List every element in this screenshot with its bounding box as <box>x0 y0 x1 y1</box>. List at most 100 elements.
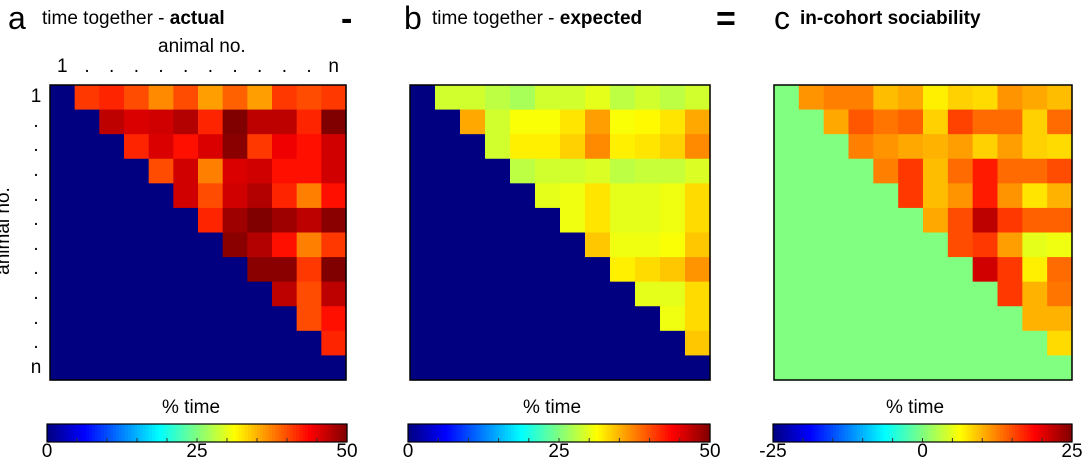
heatmap-cell <box>222 257 248 283</box>
heatmap-cell <box>560 207 586 234</box>
heatmap-cell <box>997 232 1023 258</box>
heatmap-cell <box>510 134 536 160</box>
colorbar-segment <box>128 424 132 442</box>
heatmap-cell <box>947 330 974 357</box>
heatmap-cell <box>99 306 125 332</box>
heatmap-cell <box>148 306 174 332</box>
colorbar-segment <box>910 424 915 442</box>
colorbar-segment <box>931 424 936 442</box>
heatmap-cell <box>50 257 76 283</box>
heatmap-cell <box>435 306 461 332</box>
colorbar-segment <box>438 424 442 442</box>
heatmap-cell <box>535 158 561 184</box>
colorbar-segment <box>886 424 891 442</box>
colorbar-label-c: % time <box>886 397 945 418</box>
colorbar-segment <box>1045 424 1049 442</box>
colorbar-segment <box>799 424 804 442</box>
colorbar-segment <box>326 424 330 442</box>
title-prefix: time together - <box>42 8 170 29</box>
colorbar-segment <box>305 424 309 442</box>
colorbar-segment <box>47 424 51 442</box>
heatmap-cell <box>560 232 586 258</box>
panel-letter-b: b <box>404 0 422 36</box>
heatmap-cell <box>198 306 224 332</box>
heatmap-cell <box>173 109 199 135</box>
heatmap-cell <box>535 134 561 160</box>
heatmap-cell <box>99 281 125 307</box>
colorbar-segment <box>191 424 195 442</box>
colorbar-segment <box>1003 424 1007 442</box>
heatmap-cell <box>823 281 850 307</box>
heatmap-cell <box>873 85 899 111</box>
colorbar-segment <box>1069 424 1073 442</box>
heatmap-cell <box>774 207 800 234</box>
heatmap-cell <box>610 355 636 381</box>
heatmap-cell <box>774 306 800 332</box>
heatmap-cell <box>173 306 199 332</box>
colorbar-segment <box>913 424 918 442</box>
heatmap-cell <box>460 85 486 111</box>
heatmap-cell <box>485 207 511 234</box>
colorbar-segment <box>814 424 819 442</box>
colorbar-segment <box>266 424 270 442</box>
heatmap-cell <box>823 85 850 111</box>
colorbar-segment <box>1066 424 1070 442</box>
colorbar-segment <box>652 424 657 442</box>
colorbar-segment <box>71 424 75 442</box>
heatmap-cell <box>198 281 224 307</box>
heatmap-cell <box>99 330 125 357</box>
colorbar-segment <box>595 424 599 442</box>
colorbar-segment <box>489 424 494 442</box>
heatmap-cell <box>635 281 661 307</box>
heatmap-cell <box>148 183 174 209</box>
heatmap-cell <box>198 355 224 381</box>
colorbar-segment <box>59 424 63 442</box>
colorbar-segment <box>841 424 846 442</box>
heatmap-cell <box>124 232 150 258</box>
colorbar-segment <box>540 424 545 442</box>
heatmap-cell <box>848 85 874 111</box>
heatmap-cell <box>410 257 436 283</box>
colorbar-segment <box>329 424 333 442</box>
heatmap-cell <box>635 330 661 357</box>
heatmap-cell <box>635 355 661 381</box>
heatmap-cell <box>823 109 850 135</box>
heatmap-cell <box>997 355 1023 381</box>
title-prefix: time together - <box>432 8 560 29</box>
heatmap-cell <box>485 281 511 307</box>
heatmap-cell <box>272 306 298 332</box>
heatmap-cell <box>272 183 298 209</box>
x-tick-label: . <box>257 56 263 77</box>
heatmap-cell <box>435 330 461 357</box>
heatmap-cell <box>99 85 125 111</box>
colorbar-segment <box>311 424 315 442</box>
heatmap-cell <box>635 158 661 184</box>
heatmap-cell <box>848 134 874 160</box>
heatmap-cell <box>460 183 486 209</box>
heatmap-cell <box>774 134 800 160</box>
colorbar-segment <box>95 424 99 442</box>
heatmap-cell <box>560 158 586 184</box>
heatmap-cell <box>685 257 711 283</box>
x-tick-label: . <box>133 56 139 77</box>
heatmap-cell <box>510 306 536 332</box>
heatmap-cell <box>435 232 461 258</box>
heatmap-cell <box>972 158 999 184</box>
heatmap-cell <box>635 183 661 209</box>
heatmap-cell <box>198 85 224 111</box>
colorbar-segment <box>862 424 867 442</box>
heatmap-cell <box>272 232 298 258</box>
heatmap-cell <box>848 207 874 234</box>
x-tick-label: . <box>84 56 90 77</box>
heatmap-cell <box>798 232 825 258</box>
colorbar-segment <box>50 424 54 442</box>
heatmap-cell <box>296 355 322 381</box>
colorbar-segment <box>462 424 466 442</box>
heatmap-cell <box>460 158 486 184</box>
colorbar-segment <box>131 424 135 442</box>
heatmap-cell <box>997 109 1023 135</box>
x-tick-label: 1 <box>57 56 68 77</box>
colorbar-segment <box>302 424 306 442</box>
heatmap-cell <box>535 207 561 234</box>
colorbar-segment <box>1021 424 1025 442</box>
